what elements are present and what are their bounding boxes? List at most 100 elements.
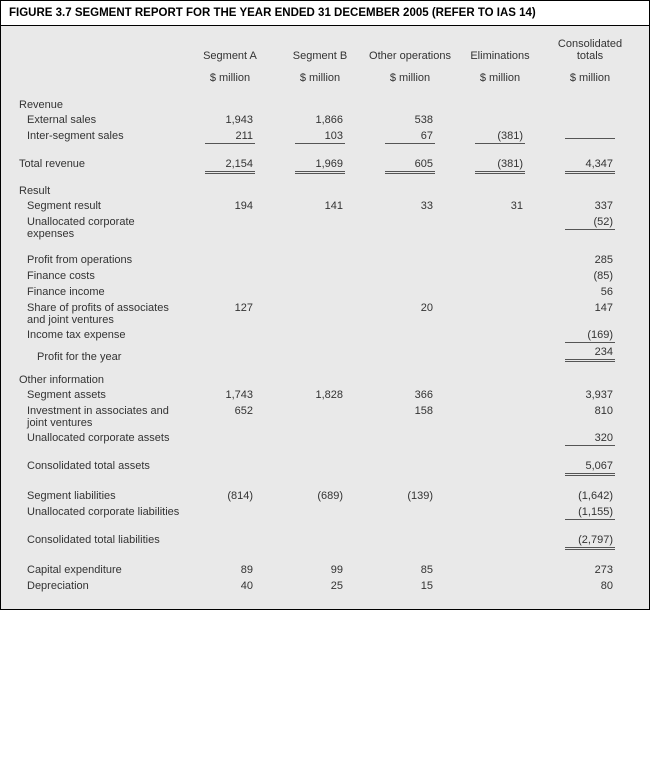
cell: 127 [205, 302, 255, 315]
row-seg-liab: Segment liabilities (814) (689) (139) (1… [15, 489, 635, 505]
row-depr: Depreciation 40 25 15 80 [15, 579, 635, 595]
label-inter-segment: Inter-segment sales [15, 128, 185, 145]
cell: 40 [205, 580, 255, 593]
cell: (381) [475, 158, 525, 174]
table-region: Segment A$ million Segment B$ million Ot… [0, 25, 650, 610]
label-revenue: Revenue [15, 97, 185, 112]
label-segment-result: Segment result [15, 199, 185, 215]
row-unalloc-exp: Unallocated corporate expenses (52) [15, 215, 635, 242]
cell: 20 [385, 302, 435, 315]
label-inv-assoc: Investment in associates and joint ventu… [15, 404, 185, 431]
cell: 85 [385, 564, 435, 577]
cell: (1,155) [565, 506, 615, 520]
row-income-tax: Income tax expense (169) [15, 328, 635, 345]
row-finance-income: Finance income 56 [15, 285, 635, 301]
cell: (381) [475, 130, 525, 144]
cell: 25 [295, 580, 345, 593]
row-unalloc-assets: Unallocated corporate assets 320 [15, 431, 635, 448]
row-result-heading: Result [15, 175, 635, 199]
cell: 2,154 [205, 158, 255, 174]
cell: 1,828 [295, 389, 345, 402]
cell: (139) [385, 490, 435, 503]
row-capex: Capital expenditure 89 99 85 273 [15, 563, 635, 579]
cell: 4,347 [565, 158, 615, 174]
col-header-segA: Segment A$ million [185, 36, 275, 86]
figure-title: FIGURE 3.7 SEGMENT REPORT FOR THE YEAR E… [0, 0, 650, 25]
cell: 273 [565, 564, 615, 577]
segment-table: Segment A$ million Segment B$ million Ot… [15, 36, 635, 595]
cell: 103 [295, 130, 345, 144]
cell: 234 [565, 346, 615, 362]
label-finance-income: Finance income [15, 285, 185, 301]
segment-report: FIGURE 3.7 SEGMENT REPORT FOR THE YEAR E… [0, 0, 650, 610]
label-seg-assets: Segment assets [15, 388, 185, 404]
col-header-segB: Segment B$ million [275, 36, 365, 86]
cell: 3,937 [565, 389, 615, 402]
row-external-sales: External sales 1,943 1,866 538 [15, 112, 635, 128]
cell: 1,969 [295, 158, 345, 174]
row-other-info-heading: Other information [15, 364, 635, 388]
cell: 337 [565, 200, 615, 213]
label-income-tax: Income tax expense [15, 328, 185, 345]
label-cons-assets: Consolidated total assets [15, 459, 185, 478]
cell: 5,067 [565, 460, 615, 476]
cell: (85) [565, 270, 615, 283]
cell: 538 [385, 114, 435, 127]
row-profit-year: Profit for the year 234 [15, 345, 635, 365]
row-profit-ops: Profit from operations 285 [15, 253, 635, 269]
header-row: Segment A$ million Segment B$ million Ot… [15, 36, 635, 86]
cell: 33 [385, 200, 435, 213]
cell [565, 137, 615, 139]
cell: 1,943 [205, 114, 255, 127]
label-total-revenue: Total revenue [15, 156, 185, 175]
cell: (169) [565, 329, 615, 343]
cell: (1,642) [565, 490, 615, 503]
row-seg-assets: Segment assets 1,743 1,828 366 3,937 [15, 388, 635, 404]
label-unalloc-assets: Unallocated corporate assets [15, 431, 185, 448]
label-external-sales: External sales [15, 112, 185, 128]
cell: 56 [565, 286, 615, 299]
label-profit-year: Profit for the year [15, 345, 185, 365]
label-unalloc-exp: Unallocated corporate expenses [15, 215, 185, 242]
row-revenue-heading: Revenue [15, 97, 635, 112]
cell: 1,743 [205, 389, 255, 402]
label-result: Result [15, 175, 185, 199]
row-finance-costs: Finance costs (85) [15, 269, 635, 285]
cell: 211 [205, 130, 255, 144]
row-total-revenue: Total revenue 2,154 1,969 605 (381) 4,34… [15, 156, 635, 175]
label-depr: Depreciation [15, 579, 185, 595]
label-profit-ops: Profit from operations [15, 253, 185, 269]
cell: 89 [205, 564, 255, 577]
cell: 605 [385, 158, 435, 174]
row-cons-assets: Consolidated total assets 5,067 [15, 459, 635, 478]
row-unalloc-liab: Unallocated corporate liabilities (1,155… [15, 505, 635, 522]
row-cons-liab: Consolidated total liabilities (2,797) [15, 533, 635, 552]
row-inter-segment: Inter-segment sales 211 103 67 (381) [15, 128, 635, 145]
cell: 99 [295, 564, 345, 577]
col-header-cons: Consolidated totals$ million [545, 36, 635, 86]
cell: (52) [565, 216, 615, 230]
cell: 141 [295, 200, 345, 213]
row-inv-assoc: Investment in associates and joint ventu… [15, 404, 635, 431]
cell: 194 [205, 200, 255, 213]
label-other-info: Other information [15, 364, 185, 388]
cell: 31 [475, 200, 525, 213]
cell: 158 [385, 405, 435, 418]
cell: (689) [295, 490, 345, 503]
cell: 366 [385, 389, 435, 402]
cell: 80 [565, 580, 615, 593]
cell: (814) [205, 490, 255, 503]
cell: 810 [565, 405, 615, 418]
cell: 652 [205, 405, 255, 418]
col-header-other: Other operations$ million [365, 36, 455, 86]
row-share-profits: Share of profits of associates and joint… [15, 301, 635, 328]
cell: 147 [565, 302, 615, 315]
cell: 320 [565, 432, 615, 446]
cell: 15 [385, 580, 435, 593]
cell: 285 [565, 254, 615, 267]
row-segment-result: Segment result 194 141 33 31 337 [15, 199, 635, 215]
label-share-profits: Share of profits of associates and joint… [15, 301, 185, 328]
cell: (2,797) [565, 534, 615, 550]
label-capex: Capital expenditure [15, 563, 185, 579]
label-cons-liab: Consolidated total liabilities [15, 533, 185, 552]
